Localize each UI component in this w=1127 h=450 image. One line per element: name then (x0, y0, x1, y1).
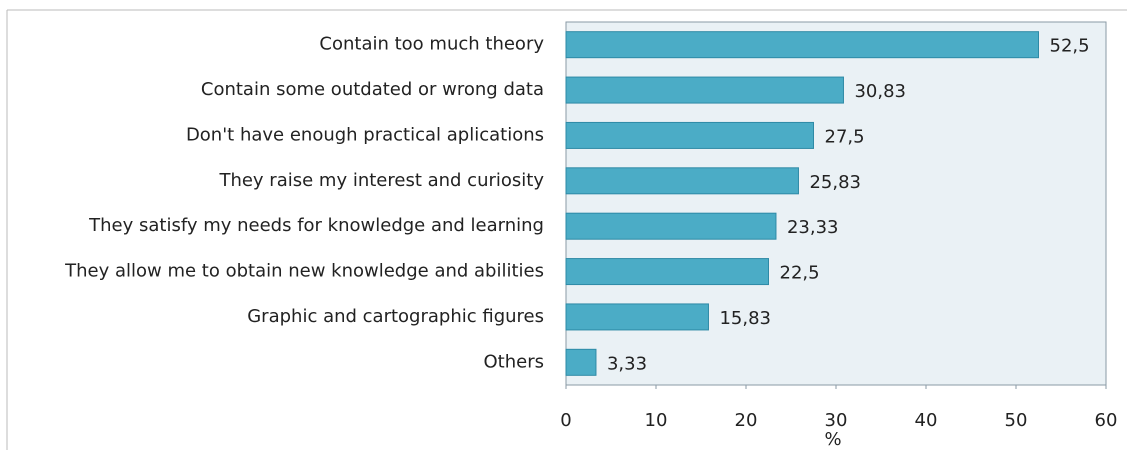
y-tick-label: Others (484, 351, 545, 372)
value-label: 25,83 (809, 172, 861, 193)
x-axis-label: % (824, 429, 841, 450)
x-tick-label: 50 (1005, 410, 1028, 431)
value-label: 30,83 (854, 81, 906, 102)
value-label: 23,33 (787, 217, 839, 238)
x-tick-label: 60 (1095, 410, 1118, 431)
value-label: 15,83 (719, 308, 771, 329)
value-label: 22,5 (780, 263, 820, 284)
value-label: 52,5 (1050, 36, 1090, 57)
value-label: 27,5 (825, 126, 865, 147)
bar (565, 167, 799, 195)
y-tick-label: Graphic and cartographic figures (247, 306, 544, 327)
bar (565, 121, 814, 149)
x-tick-label: 20 (735, 410, 758, 431)
y-tick-label: They satisfy my needs for knowledge and … (88, 215, 544, 236)
y-tick-label: They allow me to obtain new knowledge an… (64, 261, 544, 282)
y-tick-label: Don't have enough practical aplications (186, 124, 544, 145)
bar (565, 258, 769, 286)
plot-area (565, 21, 1107, 386)
y-tick-label: They raise my interest and curiosity (218, 170, 544, 191)
bar (565, 348, 597, 376)
bar (565, 76, 844, 104)
bar (565, 303, 709, 331)
y-tick-label: Contain some outdated or wrong data (201, 79, 544, 100)
bar (565, 31, 1039, 59)
value-label: 3,33 (607, 353, 647, 374)
y-tick-label: Contain too much theory (319, 34, 544, 55)
bar (565, 212, 777, 240)
x-tick-label: 30 (825, 410, 848, 431)
x-tick-label: 0 (560, 410, 571, 431)
x-tick-label: 40 (915, 410, 938, 431)
x-tick-label: 10 (645, 410, 668, 431)
